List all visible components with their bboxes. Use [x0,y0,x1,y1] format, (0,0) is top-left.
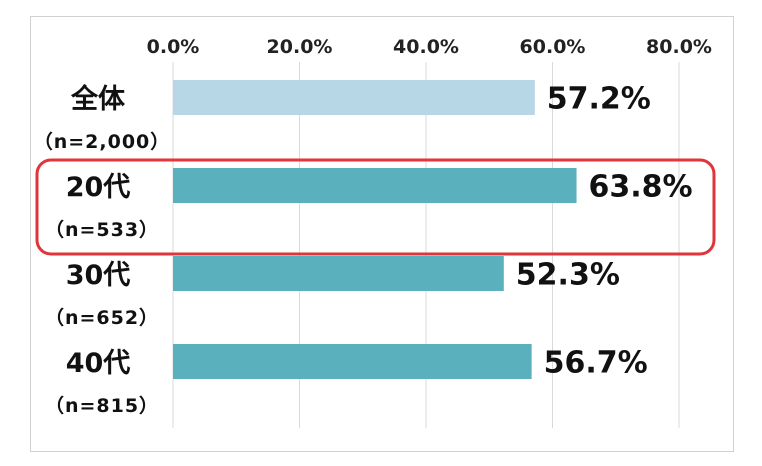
x-tick-label: 0.0% [147,36,200,58]
data-label: 52.3% [516,258,620,293]
bar [173,344,532,379]
x-tick-label: 60.0% [520,36,586,58]
highlight-box [35,158,716,256]
x-tick-label: 80.0% [646,36,712,58]
x-tick-label: 40.0% [393,36,459,58]
data-label: 57.2% [547,82,651,117]
x-tick-label: 20.0% [267,36,333,58]
category-label: 30代 [66,260,131,291]
category-label: 40代 [66,348,131,379]
data-labels: 57.2% 63.8% 52.3% 56.7% [516,82,693,381]
category-sample-size: （n=533） [45,218,159,241]
bars [173,80,577,379]
category-sample-size: （n=2,000） [34,130,171,153]
category-sample-size: （n=652） [45,306,159,329]
data-label: 56.7% [544,346,648,381]
bar [173,80,535,115]
category-label: 全体 [70,83,126,115]
data-label: 63.8% [589,170,693,205]
category-labels: 全体 （n=2,000） 20代 （n=533） 30代 （n=652） 40代 （n=815… [34,83,171,417]
bar [173,168,577,203]
category-label: 20代 [66,172,131,203]
category-sample-size: （n=815） [45,394,159,417]
bar [173,256,504,291]
x-axis-ticks: 0.0% 20.0% 40.0% 60.0% 80.0% [147,36,712,58]
highlight-layer [35,158,716,256]
